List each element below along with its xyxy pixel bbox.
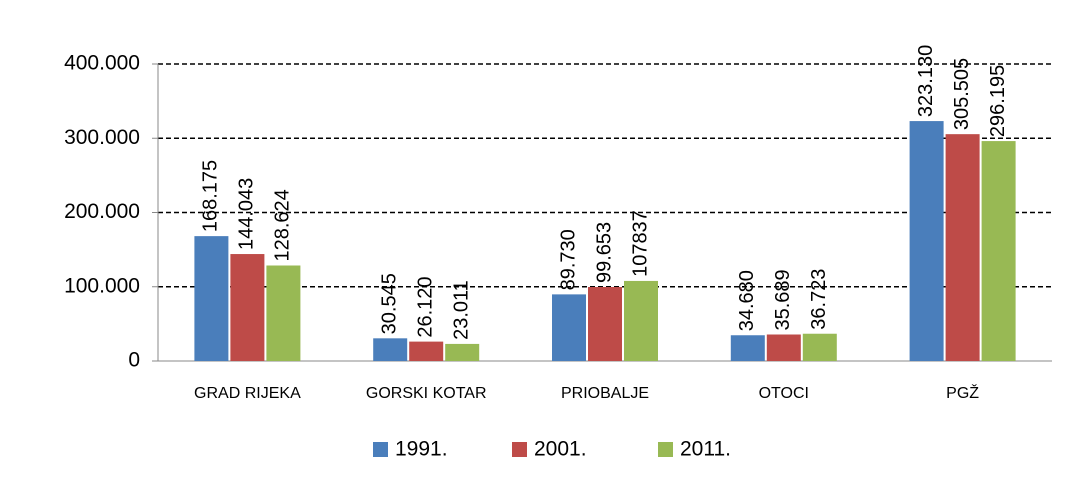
data-label: 99.653: [593, 222, 615, 283]
data-label: 35.689: [772, 269, 794, 330]
data-label: 89.730: [557, 229, 579, 290]
data-label: 128.624: [272, 189, 294, 261]
legend-label: 2011.: [680, 438, 731, 461]
y-tick-label: 100.000: [64, 274, 140, 297]
bar: [552, 294, 586, 361]
data-label: 26.120: [414, 276, 436, 337]
y-tick-label: 300.000: [64, 126, 140, 149]
legend-swatch: [658, 442, 673, 457]
bar: [766, 334, 801, 361]
bar: [802, 333, 837, 361]
bar: [624, 280, 658, 361]
data-label: 323.130: [915, 45, 937, 117]
legend-label: 1991.: [395, 438, 448, 461]
legend-swatch: [373, 442, 388, 457]
x-tick-label: PGŽ: [946, 383, 979, 402]
bar: [588, 287, 622, 361]
bar: [266, 265, 301, 361]
bar: [981, 141, 1016, 361]
x-tick-label: GORSKI KOTAR: [366, 385, 487, 402]
data-label: 107837: [629, 210, 651, 277]
bar: [909, 121, 944, 361]
data-label: 34.680: [736, 270, 758, 331]
x-tick-label: PRIOBALJE: [561, 385, 649, 402]
bar: [194, 236, 229, 361]
legend-label: 2001.: [534, 438, 587, 461]
bar: [409, 341, 444, 361]
data-label: 305.505: [951, 58, 973, 130]
data-label: 296.195: [987, 65, 1009, 137]
bar: [445, 343, 480, 361]
x-tick-label: OTOCI: [759, 385, 809, 402]
bar: [945, 134, 980, 361]
legend-swatch: [512, 442, 527, 457]
data-label: 30.545: [378, 273, 400, 334]
data-label: 36.723: [808, 269, 830, 330]
bar: [230, 254, 265, 361]
y-tick-label: 200.000: [64, 200, 140, 223]
bar: [730, 335, 765, 361]
data-label: 168.175: [200, 160, 222, 232]
bar: [373, 338, 408, 361]
y-tick-label: 0: [128, 349, 140, 372]
data-label: 144.043: [236, 178, 258, 250]
x-tick-label: GRAD RIJEKA: [194, 385, 301, 402]
data-label: 23.011: [450, 280, 472, 340]
y-tick-label: 400.000: [64, 52, 140, 75]
